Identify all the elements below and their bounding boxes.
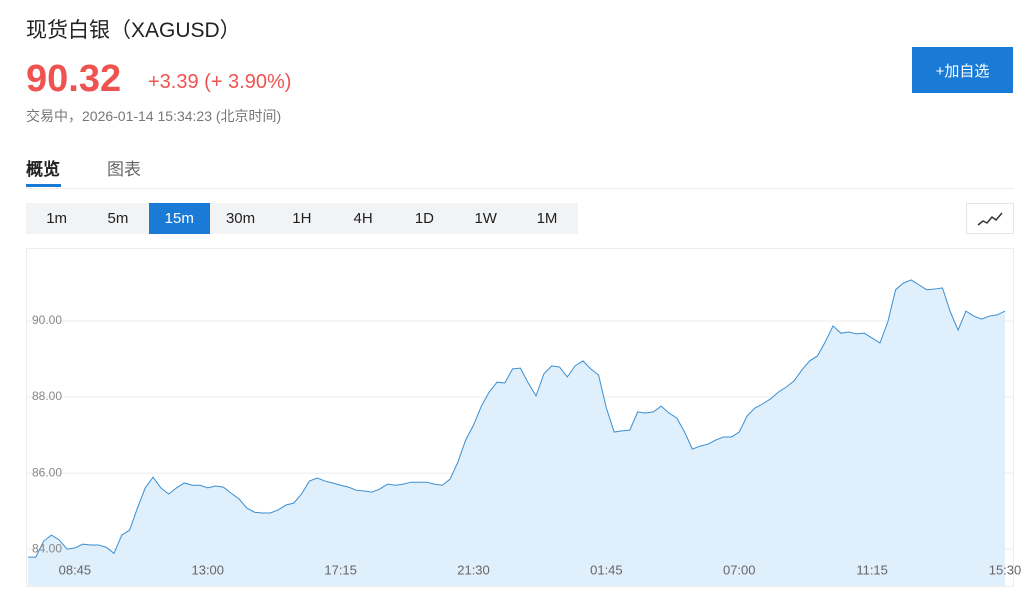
y-tick-label: 86.00: [32, 465, 62, 479]
interval-button[interactable]: 1m: [46, 210, 68, 227]
title: 现货白银（XAGUSD）: [26, 19, 241, 42]
x-tick-label: 11:15: [856, 562, 888, 577]
x-tick-label: 15:30: [989, 562, 1022, 577]
tab[interactable]: 图表: [107, 160, 141, 179]
interval-bar: 1m 5m 15m 30m 1H 4H 1D 1W 1M: [26, 203, 578, 234]
price: 90.32: [26, 58, 122, 100]
x-tick-label: 13:00: [191, 562, 224, 577]
y-tick-label: 90.00: [32, 313, 62, 327]
interval-button[interactable]: 5m: [107, 210, 129, 227]
x-tick-label: 01:45: [590, 562, 623, 577]
x-tick-label: 17:15: [324, 562, 357, 577]
status: 交易中，2026-01-14 15:34:23 (北京时间): [26, 108, 282, 124]
x-tick-label: 08:45: [59, 562, 92, 577]
interval-button[interactable]: 1H: [292, 210, 312, 227]
divider: [26, 188, 1014, 189]
tab[interactable]: 概览: [26, 160, 60, 179]
tab-indicator: [26, 184, 61, 187]
x-tick-label: 07:00: [723, 562, 756, 577]
interval-button[interactable]: 15m: [148, 203, 210, 234]
y-tick-label: 84.00: [32, 541, 62, 555]
line: [28, 279, 1006, 558]
interval-button[interactable]: 1M: [536, 210, 558, 227]
add-watchlist-button[interactable]: +加自选: [912, 47, 1013, 93]
y-tick-label: 88.00: [32, 389, 62, 403]
chart-type-button[interactable]: [966, 203, 1014, 234]
interval-button[interactable]: 1D: [414, 210, 435, 227]
interval-button[interactable]: 30m: [225, 210, 256, 227]
chart-type-icon: [977, 212, 1003, 226]
interval-button[interactable]: 4H: [353, 210, 373, 227]
chart-frame: [26, 248, 1014, 587]
change: +3.39 (+ 3.90%): [148, 71, 292, 93]
x-tick-label: 21:30: [457, 562, 490, 577]
area: [28, 279, 1005, 586]
interval-button[interactable]: 1W: [474, 210, 497, 227]
